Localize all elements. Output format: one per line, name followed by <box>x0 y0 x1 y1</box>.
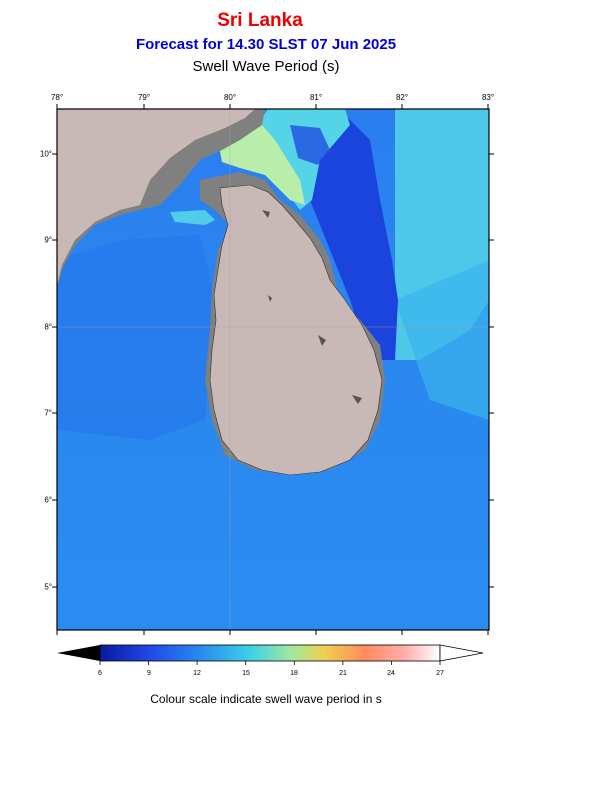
lat-label-9: 9° <box>44 235 52 245</box>
lat-label-7: 7° <box>44 408 52 418</box>
lat-label-10: 10° <box>39 149 52 159</box>
lon-label-81: 81° <box>309 93 323 102</box>
map-frame <box>56 108 490 631</box>
colorbar-tick-21: 21 <box>339 670 347 677</box>
colorbar-tick-27: 27 <box>436 670 444 677</box>
lat-label-8: 8° <box>44 322 52 332</box>
colorbar-tick-9: 9 <box>147 670 151 677</box>
lat-label-5: 5° <box>44 582 52 592</box>
colorbar-tick-24: 24 <box>387 670 395 677</box>
sea-field <box>57 109 489 630</box>
lon-label-78: 78° <box>50 93 64 102</box>
colorbar-tick-6: 6 <box>98 670 102 677</box>
colorbar-tick-18: 18 <box>290 670 298 677</box>
parameter-label: Swell Wave Period (s) <box>192 58 340 75</box>
colorbar-caption: Colour scale indicate swell wave period … <box>150 692 382 706</box>
lon-label-79: 79° <box>137 93 151 102</box>
lon-label-83: 83° <box>481 93 495 102</box>
lon-label-80: 80° <box>223 93 237 102</box>
colorbar-tick-12: 12 <box>193 670 201 677</box>
colorbar-tick-15: 15 <box>242 670 250 677</box>
lat-label-6: 6° <box>44 495 52 505</box>
forecast-time: Forecast for 14.30 SLST 07 Jun 2025 <box>135 36 397 53</box>
colorbar <box>57 644 484 665</box>
lon-label-82: 82° <box>395 93 409 102</box>
map-title: Sri Lanka <box>217 10 303 31</box>
